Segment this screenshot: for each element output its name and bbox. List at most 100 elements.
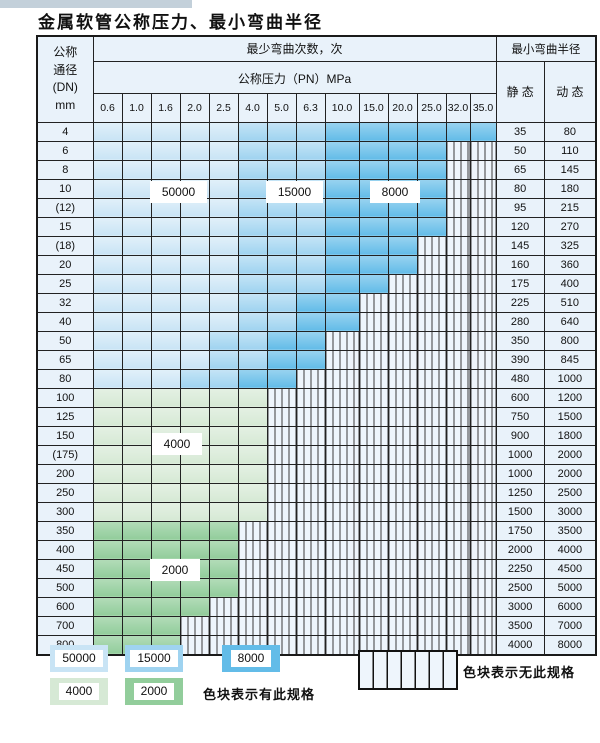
dynamic-cell: 4500 xyxy=(543,558,597,579)
spec-cell xyxy=(121,140,152,161)
spec-cell xyxy=(416,216,447,237)
static-cell: 2250 xyxy=(495,558,545,579)
legend-chip: 50000 xyxy=(50,645,108,672)
legend-has-spec-label: 色块表示有此规格 xyxy=(203,687,316,702)
pressure-value-header: 10.0 xyxy=(324,92,360,123)
cycle-count-label: 8000 xyxy=(370,181,420,203)
spec-cell xyxy=(121,501,152,522)
table-row: 700 3500 7000 xyxy=(36,615,597,636)
spec-cell xyxy=(237,292,268,313)
no-spec-cell xyxy=(387,596,418,617)
static-cell: 35 xyxy=(495,121,545,142)
spec-cell xyxy=(208,444,239,465)
spec-cell xyxy=(208,349,239,370)
dn-cell: 8 xyxy=(36,159,94,180)
no-spec-cell xyxy=(416,368,447,389)
static-cell: 600 xyxy=(495,387,545,408)
spec-cell xyxy=(358,159,389,180)
no-spec-cell xyxy=(416,520,447,541)
table-header: 公称 通径 (DN) mm 最少弯曲次数，次 最小弯曲半径 公称压力（PN）MP… xyxy=(36,35,597,123)
spec-cell xyxy=(324,235,360,256)
no-spec-cell xyxy=(416,634,447,655)
spec-cell xyxy=(324,140,360,161)
no-spec-cell xyxy=(416,444,447,465)
spec-cell xyxy=(266,159,297,180)
no-spec-cell xyxy=(324,406,360,427)
static-cell: 145 xyxy=(495,235,545,256)
legend-chip-label: 2000 xyxy=(133,683,175,700)
dynamic-cell: 510 xyxy=(543,292,597,313)
spec-cell xyxy=(92,235,123,256)
no-spec-cell xyxy=(445,539,471,560)
spec-cell xyxy=(92,463,123,484)
spec-cell xyxy=(92,273,123,294)
no-spec-cell xyxy=(295,615,326,636)
dynamic-cell: 2000 xyxy=(543,463,597,484)
no-spec-cell xyxy=(416,292,447,313)
spec-cell xyxy=(92,216,123,237)
spec-cell xyxy=(266,140,297,161)
no-spec-cell xyxy=(416,406,447,427)
spec-cell xyxy=(266,121,297,142)
no-spec-cell xyxy=(469,539,497,560)
no-spec-cell xyxy=(324,520,360,541)
no-spec-cell xyxy=(324,349,360,370)
spec-cell xyxy=(92,121,123,142)
cycle-count-label: 15000 xyxy=(266,181,323,203)
no-spec-cell xyxy=(358,330,389,351)
no-spec-cell xyxy=(358,558,389,579)
spec-cell xyxy=(121,254,152,275)
dynamic-cell: 845 xyxy=(543,349,597,370)
spec-cell xyxy=(266,368,297,389)
spec-cell xyxy=(150,159,181,180)
table-row: (12) 95 215 xyxy=(36,197,597,218)
table-row: 80040008000 xyxy=(36,634,597,655)
table-body: 4 35 80 6 50 110 8 65 145 10 80 180 (12) 95 215 15 120 27… xyxy=(36,121,597,655)
legend-chip: 15000 xyxy=(125,645,183,672)
no-spec-cell xyxy=(445,577,471,598)
spec-cell xyxy=(121,178,152,199)
no-spec-cell xyxy=(295,596,326,617)
pressure-value-header: 35.0 xyxy=(469,92,497,123)
no-spec-cell xyxy=(469,558,497,579)
dn-cell: 4 xyxy=(36,121,94,142)
spec-cell xyxy=(208,178,239,199)
no-spec-cell xyxy=(445,463,471,484)
spec-cell xyxy=(208,254,239,275)
spec-cell xyxy=(208,539,239,560)
table-row: 65 390 845 xyxy=(36,349,597,370)
spec-cell xyxy=(92,292,123,313)
no-spec-cell xyxy=(416,501,447,522)
spec-cell xyxy=(416,197,447,218)
no-spec-cell xyxy=(266,501,297,522)
spec-cell xyxy=(179,463,210,484)
spec-cell xyxy=(150,406,181,427)
spec-cell xyxy=(208,482,239,503)
pressure-value-header: 1.0 xyxy=(121,92,152,123)
no-spec-cell xyxy=(416,577,447,598)
static-cell: 900 xyxy=(495,425,545,446)
spec-cell xyxy=(208,121,239,142)
no-spec-cell xyxy=(469,178,497,199)
spec-cell xyxy=(387,140,418,161)
page-title: 金属软管公称压力、最小弯曲半径 xyxy=(38,13,323,33)
dynamic-cell: 1000 xyxy=(543,368,597,389)
no-spec-cell xyxy=(358,349,389,370)
spec-cell xyxy=(121,520,152,541)
no-spec-cell xyxy=(179,634,210,655)
spec-cell xyxy=(324,197,360,218)
static-cell: 480 xyxy=(495,368,545,389)
spec-cell xyxy=(121,330,152,351)
spec-cell xyxy=(121,197,152,218)
legend-chip-label: 8000 xyxy=(230,650,272,667)
no-spec-cell xyxy=(324,501,360,522)
no-spec-cell xyxy=(324,558,360,579)
no-spec-cell xyxy=(387,330,418,351)
spec-cell xyxy=(179,387,210,408)
spec-cell xyxy=(150,615,181,636)
no-spec-cell xyxy=(416,273,447,294)
dynamic-cell: 215 xyxy=(543,197,597,218)
no-spec-cell xyxy=(387,463,418,484)
spec-cell xyxy=(121,311,152,332)
no-spec-cell xyxy=(266,615,297,636)
